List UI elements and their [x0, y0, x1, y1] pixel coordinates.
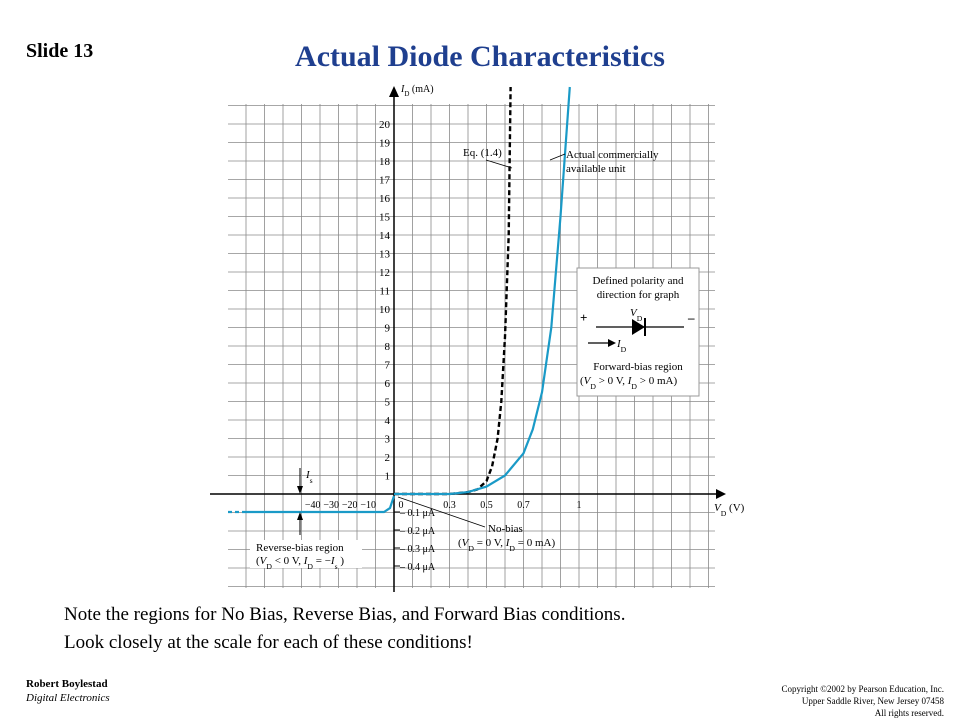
y-tick-label: 10: [379, 304, 391, 316]
y-tick-label: 4: [385, 415, 391, 427]
footer-author: Robert Boylestad: [26, 678, 108, 690]
inset-vd-label: VD: [630, 307, 643, 323]
chart-annotations: Eq. (1.4) Actual commercially available un…: [250, 147, 700, 571]
inset-plus: +: [580, 310, 587, 325]
is-label: Is: [305, 469, 313, 485]
x-tick-label: 0.7: [517, 500, 530, 511]
chart-axes: ID (mA) VD (V): [210, 84, 745, 592]
y-tick-label: 19: [379, 138, 391, 150]
neg-y-tick-label: – 0.1 μA: [399, 508, 436, 519]
y-axis-label: ID (mA): [400, 84, 434, 98]
inset-label-3: Forward-bias region: [593, 361, 683, 373]
copyright-line-1: Copyright ©2002 by Pearson Education, In…: [781, 684, 944, 694]
diode-icon: [632, 319, 645, 335]
x-tick-label: −10: [360, 500, 376, 511]
y-tick-label: 3: [385, 434, 391, 446]
nobias-label-2: (VD = 0 V, ID = 0 mA): [458, 537, 555, 553]
x-tick-label: 0.5: [480, 500, 493, 511]
y-tick-label: 11: [379, 286, 390, 298]
x-axis-arrow: [716, 489, 726, 499]
x-tick-label: 0: [399, 500, 404, 511]
y-tick-label: 18: [379, 156, 391, 168]
eq-leader-line: [485, 159, 513, 169]
y-tick-label: 9: [385, 323, 391, 335]
y-tick-label: 8: [385, 341, 391, 353]
neg-y-tick-label: – 0.2 μA: [399, 526, 436, 537]
x-tick-label: −40: [305, 500, 321, 511]
y-tick-label: 15: [379, 212, 391, 224]
neg-y-tick-label: – 0.3 μA: [399, 544, 436, 555]
inset-id-label: ID: [616, 338, 627, 354]
x-tick-label: 1: [577, 500, 582, 511]
reverse-label-bg: [250, 540, 362, 568]
diode-characteristic-chart: ID (mA)VD (V) 12345678910111213141516171…: [210, 84, 745, 592]
inset-minus: –: [687, 310, 695, 325]
reverse-leakage-curve: [244, 495, 396, 514]
is-arrowhead-top: [297, 486, 303, 494]
slide-title: Actual Diode Characteristics: [295, 40, 665, 73]
actual-unit-label-2: available unit: [566, 163, 626, 175]
nobias-label-1: No-bias: [488, 523, 523, 535]
copyright-line-3: All rights reserved.: [874, 708, 944, 718]
chart-curves: [228, 86, 571, 514]
eq-1-4-label: Eq. (1.4): [463, 147, 502, 159]
y-tick-label: 16: [379, 193, 391, 205]
y-tick-label: 13: [379, 249, 391, 261]
reverse-bias-label-2: (VD < 0 V, ID = −Is ): [256, 555, 344, 571]
inset-label-2: direction for graph: [597, 289, 680, 301]
inset-current-arrowhead: [608, 339, 616, 347]
actual-unit-label-1: Actual commercially: [566, 149, 659, 161]
note-line-2: Look closely at the scale for each of th…: [64, 632, 473, 653]
actual-diode-curve: [394, 86, 571, 496]
y-tick-label: 14: [379, 230, 391, 242]
is-arrowhead-bottom: [297, 512, 303, 520]
y-tick-label: 12: [379, 267, 390, 279]
reverse-bias-label-1: Reverse-bias region: [256, 542, 344, 554]
footer-copyright: Copyright ©2002 by Pearson Education, In…: [781, 683, 944, 719]
y-tick-label: 20: [379, 119, 391, 131]
x-axis-label: VD (V): [714, 502, 745, 518]
note-line-1: Note the regions for No Bias, Reverse Bi…: [64, 604, 626, 625]
y-tick-label: 7: [385, 360, 391, 372]
y-tick-label: 1: [385, 471, 391, 483]
polarity-inset-box: [576, 267, 700, 397]
y-tick-label: 5: [385, 397, 391, 409]
actual-leader-line: [549, 153, 566, 161]
neg-y-tick-label: – 0.4 μA: [399, 562, 436, 573]
y-axis-arrow: [389, 86, 399, 97]
nobias-leader-line: [397, 496, 486, 528]
y-tick-label: 17: [379, 175, 391, 187]
x-tick-label: −20: [342, 500, 358, 511]
slide-number: Slide 13: [26, 40, 94, 62]
x-tick-label: 0.3: [443, 500, 456, 511]
inset-label-4: (VD > 0 V, ID > 0 mA): [580, 375, 677, 391]
y-tick-label: 2: [385, 452, 391, 464]
x-tick-label: −30: [323, 500, 339, 511]
copyright-line-2: Upper Saddle River, New Jersey 07458: [801, 696, 944, 706]
inset-label-1: Defined polarity and: [592, 275, 684, 287]
y-tick-label: 6: [385, 378, 391, 390]
footer-book: Digital Electronics: [26, 692, 110, 704]
